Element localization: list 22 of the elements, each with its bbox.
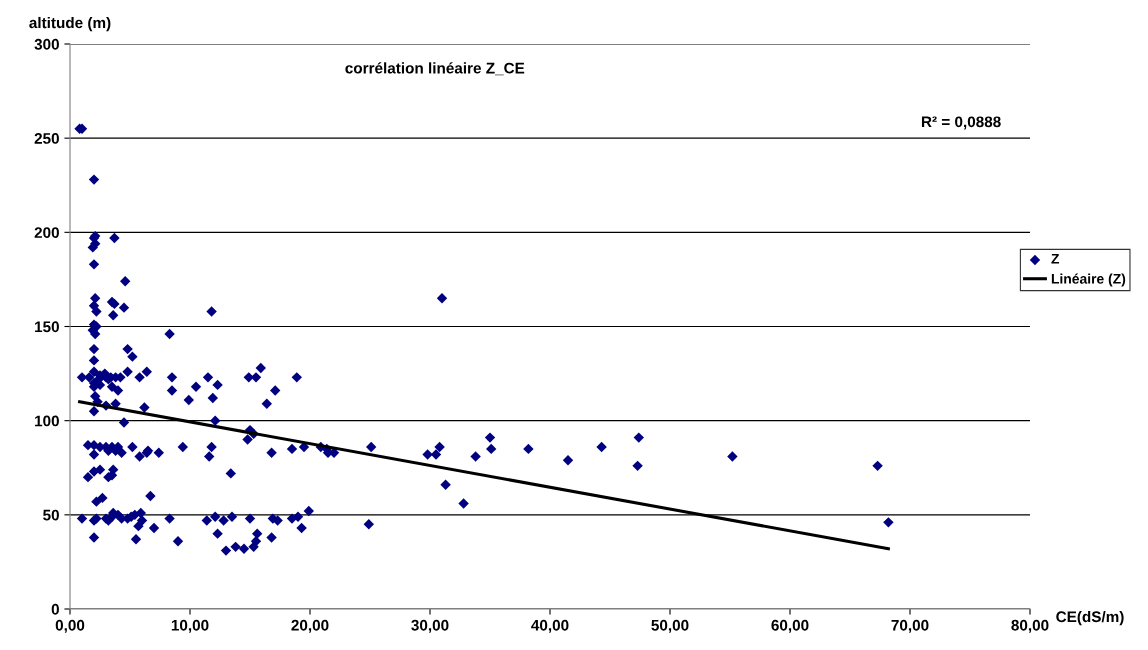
x-tick-label: 0,00 xyxy=(55,619,85,633)
y-tick-label: 150 xyxy=(35,321,59,333)
y-tick-label: 100 xyxy=(35,415,59,427)
y-tick-label: 250 xyxy=(34,133,59,144)
legend-label: Linéaire (Z) xyxy=(1051,273,1126,287)
x-tick-label: 80,00 xyxy=(1011,619,1049,633)
x-tick-label: 20,00 xyxy=(291,619,329,633)
y-tick-label: 300 xyxy=(34,38,59,50)
x-tick-label: 10,00 xyxy=(171,619,209,633)
y-tick-label: 50 xyxy=(43,509,59,521)
x-tick-label: 50,00 xyxy=(651,619,689,633)
text: corrélation linéaire Z_CE xyxy=(345,62,525,76)
y-axis-title: altitude (m) xyxy=(29,16,111,32)
x-tick-label: 40,00 xyxy=(531,619,569,633)
legend-label: Z xyxy=(1051,254,1060,264)
annotation: R² = 0,0888 xyxy=(921,116,1001,130)
x-tick-label: 70,00 xyxy=(891,619,929,633)
x-axis-title: CE(dS/m) xyxy=(1056,610,1124,626)
y-tick-label: 0 xyxy=(51,603,59,615)
y-tick-label: 200 xyxy=(34,227,59,239)
x-tick-label: 30,00 xyxy=(411,619,449,633)
x-tick-label: 60,00 xyxy=(771,619,809,633)
